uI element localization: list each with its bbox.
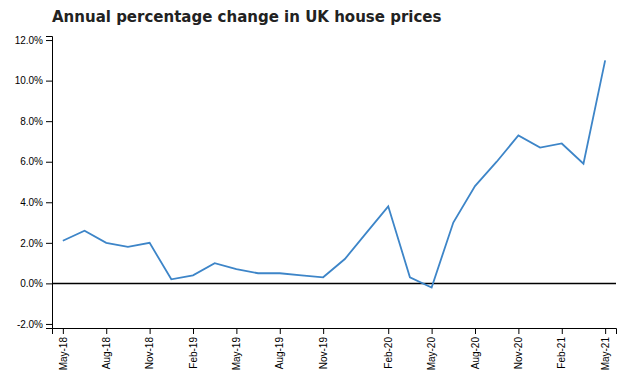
x-tick-label: May-21 xyxy=(600,337,611,371)
x-tick-mark xyxy=(193,328,194,334)
y-tick: 4.0% xyxy=(20,197,52,208)
x-tick-mark xyxy=(150,328,151,334)
y-tick-mark xyxy=(46,202,52,203)
y-tick: 6.0% xyxy=(20,156,52,167)
x-tick-mark xyxy=(106,328,107,334)
plot-area xyxy=(52,60,616,287)
x-tick: Aug-18 xyxy=(101,328,112,369)
x-tick: May-21 xyxy=(600,328,611,370)
y-tick-label: 10.0% xyxy=(15,75,43,86)
title: Annual percentage change in UK house pri… xyxy=(52,8,442,26)
x-tick-label: Aug-20 xyxy=(470,337,481,370)
y-tick: 10.0% xyxy=(15,75,52,86)
x-tick: May-18 xyxy=(58,328,69,370)
x-tick: Nov-19 xyxy=(318,328,329,369)
x-tick: Feb-21 xyxy=(556,328,567,369)
zero-line xyxy=(52,283,616,285)
y-tick: 12.0% xyxy=(15,35,52,46)
x-tick-mark xyxy=(475,328,476,334)
x-tick-mark xyxy=(280,328,281,334)
x-axis-line xyxy=(53,329,617,335)
x-tick-label: May-18 xyxy=(58,337,69,371)
y-axis-line xyxy=(46,37,53,329)
x-tick: May-20 xyxy=(426,328,437,370)
x-tick-label: Feb-20 xyxy=(383,337,394,369)
x-tick: May-19 xyxy=(231,328,242,370)
x-axis: May-18 Aug-18 Nov-18 Feb-19 May-19 Aug-19 Nov-… xyxy=(53,328,617,370)
x-tick: Aug-20 xyxy=(470,328,481,369)
y-tick-label: 2.0% xyxy=(20,238,43,249)
x-tick-mark xyxy=(63,328,64,334)
y-tick-mark xyxy=(46,162,52,163)
y-tick-label: 4.0% xyxy=(20,197,43,208)
y-tick: -2.0% xyxy=(17,319,52,330)
y-tick-label: 12.0% xyxy=(15,35,43,46)
y-tick-label: 8.0% xyxy=(20,116,43,127)
y-tick: 8.0% xyxy=(20,116,52,127)
y-tick-mark xyxy=(46,283,52,284)
line-series xyxy=(63,60,605,287)
line xyxy=(63,60,605,287)
x-tick-label: Feb-19 xyxy=(188,337,199,369)
y-tick-mark xyxy=(46,121,52,122)
x-tick: Feb-20 xyxy=(383,328,394,369)
y-tick-label: -2.0% xyxy=(17,319,43,330)
x-tick: Nov-20 xyxy=(513,328,524,369)
x-tick-label: Aug-18 xyxy=(101,337,112,370)
chart: Annual percentage change in UK house pri… xyxy=(0,0,636,382)
y-tick-mark xyxy=(46,324,52,325)
x-tick-label: Aug-19 xyxy=(274,337,285,370)
x-tick-mark xyxy=(518,328,519,334)
x-tick-label: Feb-21 xyxy=(556,337,567,369)
x-tick: Aug-19 xyxy=(274,328,285,369)
y-tick-mark xyxy=(46,81,52,82)
x-tick-mark xyxy=(388,328,389,334)
x-tick-label: Nov-19 xyxy=(318,337,329,370)
x-tick-label: May-20 xyxy=(426,337,437,371)
x-tick-mark xyxy=(236,328,237,334)
x-tick-mark xyxy=(605,328,606,334)
y-tick-label: 6.0% xyxy=(20,156,43,167)
x-tick: Nov-18 xyxy=(144,328,155,369)
x-tick: Feb-19 xyxy=(188,328,199,369)
y-axis: -2.0% 0.0% 2.0% 4.0% 6.0% 8.0% 10.0% 12.0% xyxy=(15,35,53,330)
x-tick-label: May-19 xyxy=(231,337,242,371)
y-tick: 0.0% xyxy=(20,278,52,289)
y-tick-mark xyxy=(46,243,52,244)
x-tick-label: Nov-20 xyxy=(513,337,524,370)
y-tick-label: 0.0% xyxy=(20,278,43,289)
x-tick-label: Nov-18 xyxy=(144,337,155,370)
x-tick-mark xyxy=(562,328,563,334)
x-tick-mark xyxy=(323,328,324,334)
y-tick-mark xyxy=(46,40,52,41)
y-tick: 2.0% xyxy=(20,238,52,249)
x-tick-mark xyxy=(432,328,433,334)
